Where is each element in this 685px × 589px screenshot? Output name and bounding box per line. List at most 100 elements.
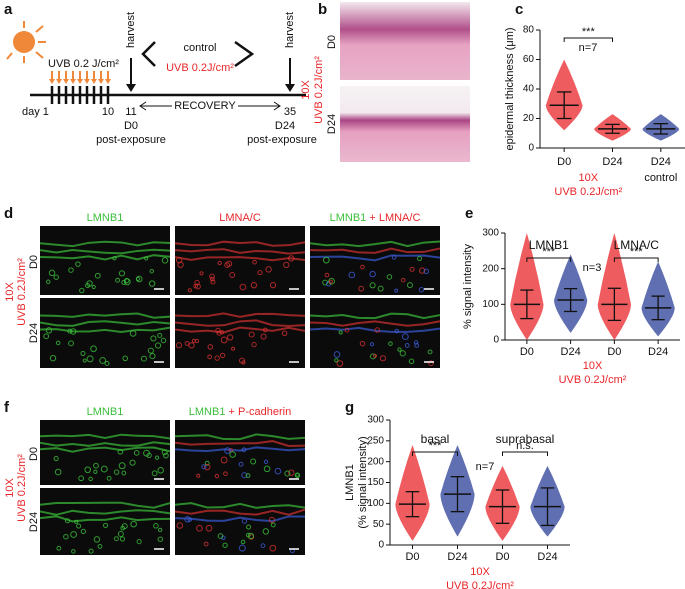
nucleus (214, 473, 220, 479)
nucleus (268, 516, 275, 524)
post-label: post-exposure (96, 134, 166, 146)
nucleus (68, 340, 74, 347)
nucleus (175, 342, 183, 349)
nucleus (53, 455, 59, 462)
y-tick-label: 50 (373, 519, 385, 530)
row-label: D0 (28, 255, 40, 269)
group-label: 10X (470, 566, 490, 578)
nucleus (55, 340, 61, 346)
nucleus (338, 330, 343, 335)
nucleus (322, 256, 330, 264)
nucleus (154, 455, 160, 460)
nucleus (91, 284, 96, 290)
nucleus (417, 256, 423, 262)
nucleus (241, 447, 247, 453)
nucleus (207, 354, 213, 360)
significance: *** (630, 246, 644, 258)
nucleus (140, 355, 147, 362)
error-bar (520, 289, 534, 320)
y-tick-label: 20 (523, 113, 535, 124)
nucleus (133, 450, 140, 456)
error-bar (495, 489, 510, 524)
tissue-layer (174, 440, 306, 447)
nucleus (45, 279, 51, 285)
nucleus (222, 542, 228, 548)
recovery-label: RECOVERY (174, 100, 236, 112)
nucleus (124, 277, 130, 284)
nucleus (157, 467, 164, 474)
tissue-layer (174, 312, 306, 318)
nucleus (322, 279, 329, 286)
nucleus (54, 468, 62, 476)
nucleus (85, 283, 91, 289)
nucleus (175, 257, 183, 264)
nucleus (386, 274, 393, 280)
nucleus (49, 354, 57, 362)
tissue-layer (174, 326, 306, 334)
nucleus (115, 277, 121, 283)
nucleus (100, 465, 108, 473)
significance: *** (429, 440, 443, 452)
nucleus (204, 460, 210, 466)
nucleus (400, 277, 406, 283)
nucleus (265, 266, 272, 273)
micrograph (40, 488, 170, 555)
nucleus (209, 276, 215, 282)
nucleus (358, 285, 365, 292)
nucleus (149, 268, 155, 274)
header-part: + LMNA/C (369, 212, 420, 224)
tissue-layer (174, 240, 306, 247)
nucleus (117, 530, 124, 538)
nucleus (75, 261, 81, 267)
nucleus (228, 448, 233, 453)
day-label: 35 (284, 106, 296, 118)
nucleus (288, 469, 295, 476)
nucleus (56, 545, 62, 551)
group-header: basal (421, 432, 450, 446)
treatment-label: 10X (4, 282, 16, 302)
nucleus (247, 532, 255, 540)
panel-label: e (465, 205, 473, 222)
nucleus (160, 337, 167, 344)
y-tick-label: 250 (367, 435, 384, 446)
panel-b: b D0 D24 10X UVB 0.2J/cm² (300, 1, 470, 162)
error-bar (651, 295, 665, 321)
nucleus (360, 264, 365, 270)
nucleus (414, 342, 420, 348)
panel-label: c (515, 1, 523, 18)
treatment-label: UVB 0.2J/cm² (166, 62, 234, 74)
dot-cloud (510, 233, 544, 340)
nucleus (294, 472, 301, 479)
nucleus (226, 260, 233, 267)
nucleus (284, 470, 291, 477)
significance: n.s. (516, 440, 534, 452)
x-tick-label: D0 (607, 346, 621, 358)
tissue-layer (39, 515, 171, 523)
bracket (563, 37, 613, 42)
nucleus (241, 360, 246, 365)
nucleus (118, 462, 126, 470)
group-label: UVB 0.2J/cm² (446, 580, 514, 589)
nucleus (149, 353, 156, 360)
nucleus (144, 256, 149, 261)
nucleus (359, 340, 366, 347)
panel-f: f LMNB1 LMNB1 + P-cadherin D0 D24 10X UV… (4, 399, 306, 555)
nucleus (94, 272, 101, 279)
uv-arrow-head (70, 79, 76, 84)
error-bar (405, 491, 420, 518)
nucleus (130, 520, 137, 528)
bracket (526, 257, 572, 262)
nucleus (194, 279, 200, 286)
nucleus (93, 469, 98, 474)
nucleus (404, 342, 410, 348)
nucleus (224, 447, 231, 454)
nucleus (231, 346, 236, 351)
uv-arrows (49, 71, 111, 104)
column-header: LMNB1 + P-cadherin (189, 406, 291, 418)
uv-arrow-head (91, 79, 97, 84)
nucleus (86, 355, 94, 363)
tissue-layer (39, 254, 171, 261)
error-bar (605, 123, 620, 134)
nucleus (70, 531, 77, 538)
panel-label: a (4, 1, 13, 18)
